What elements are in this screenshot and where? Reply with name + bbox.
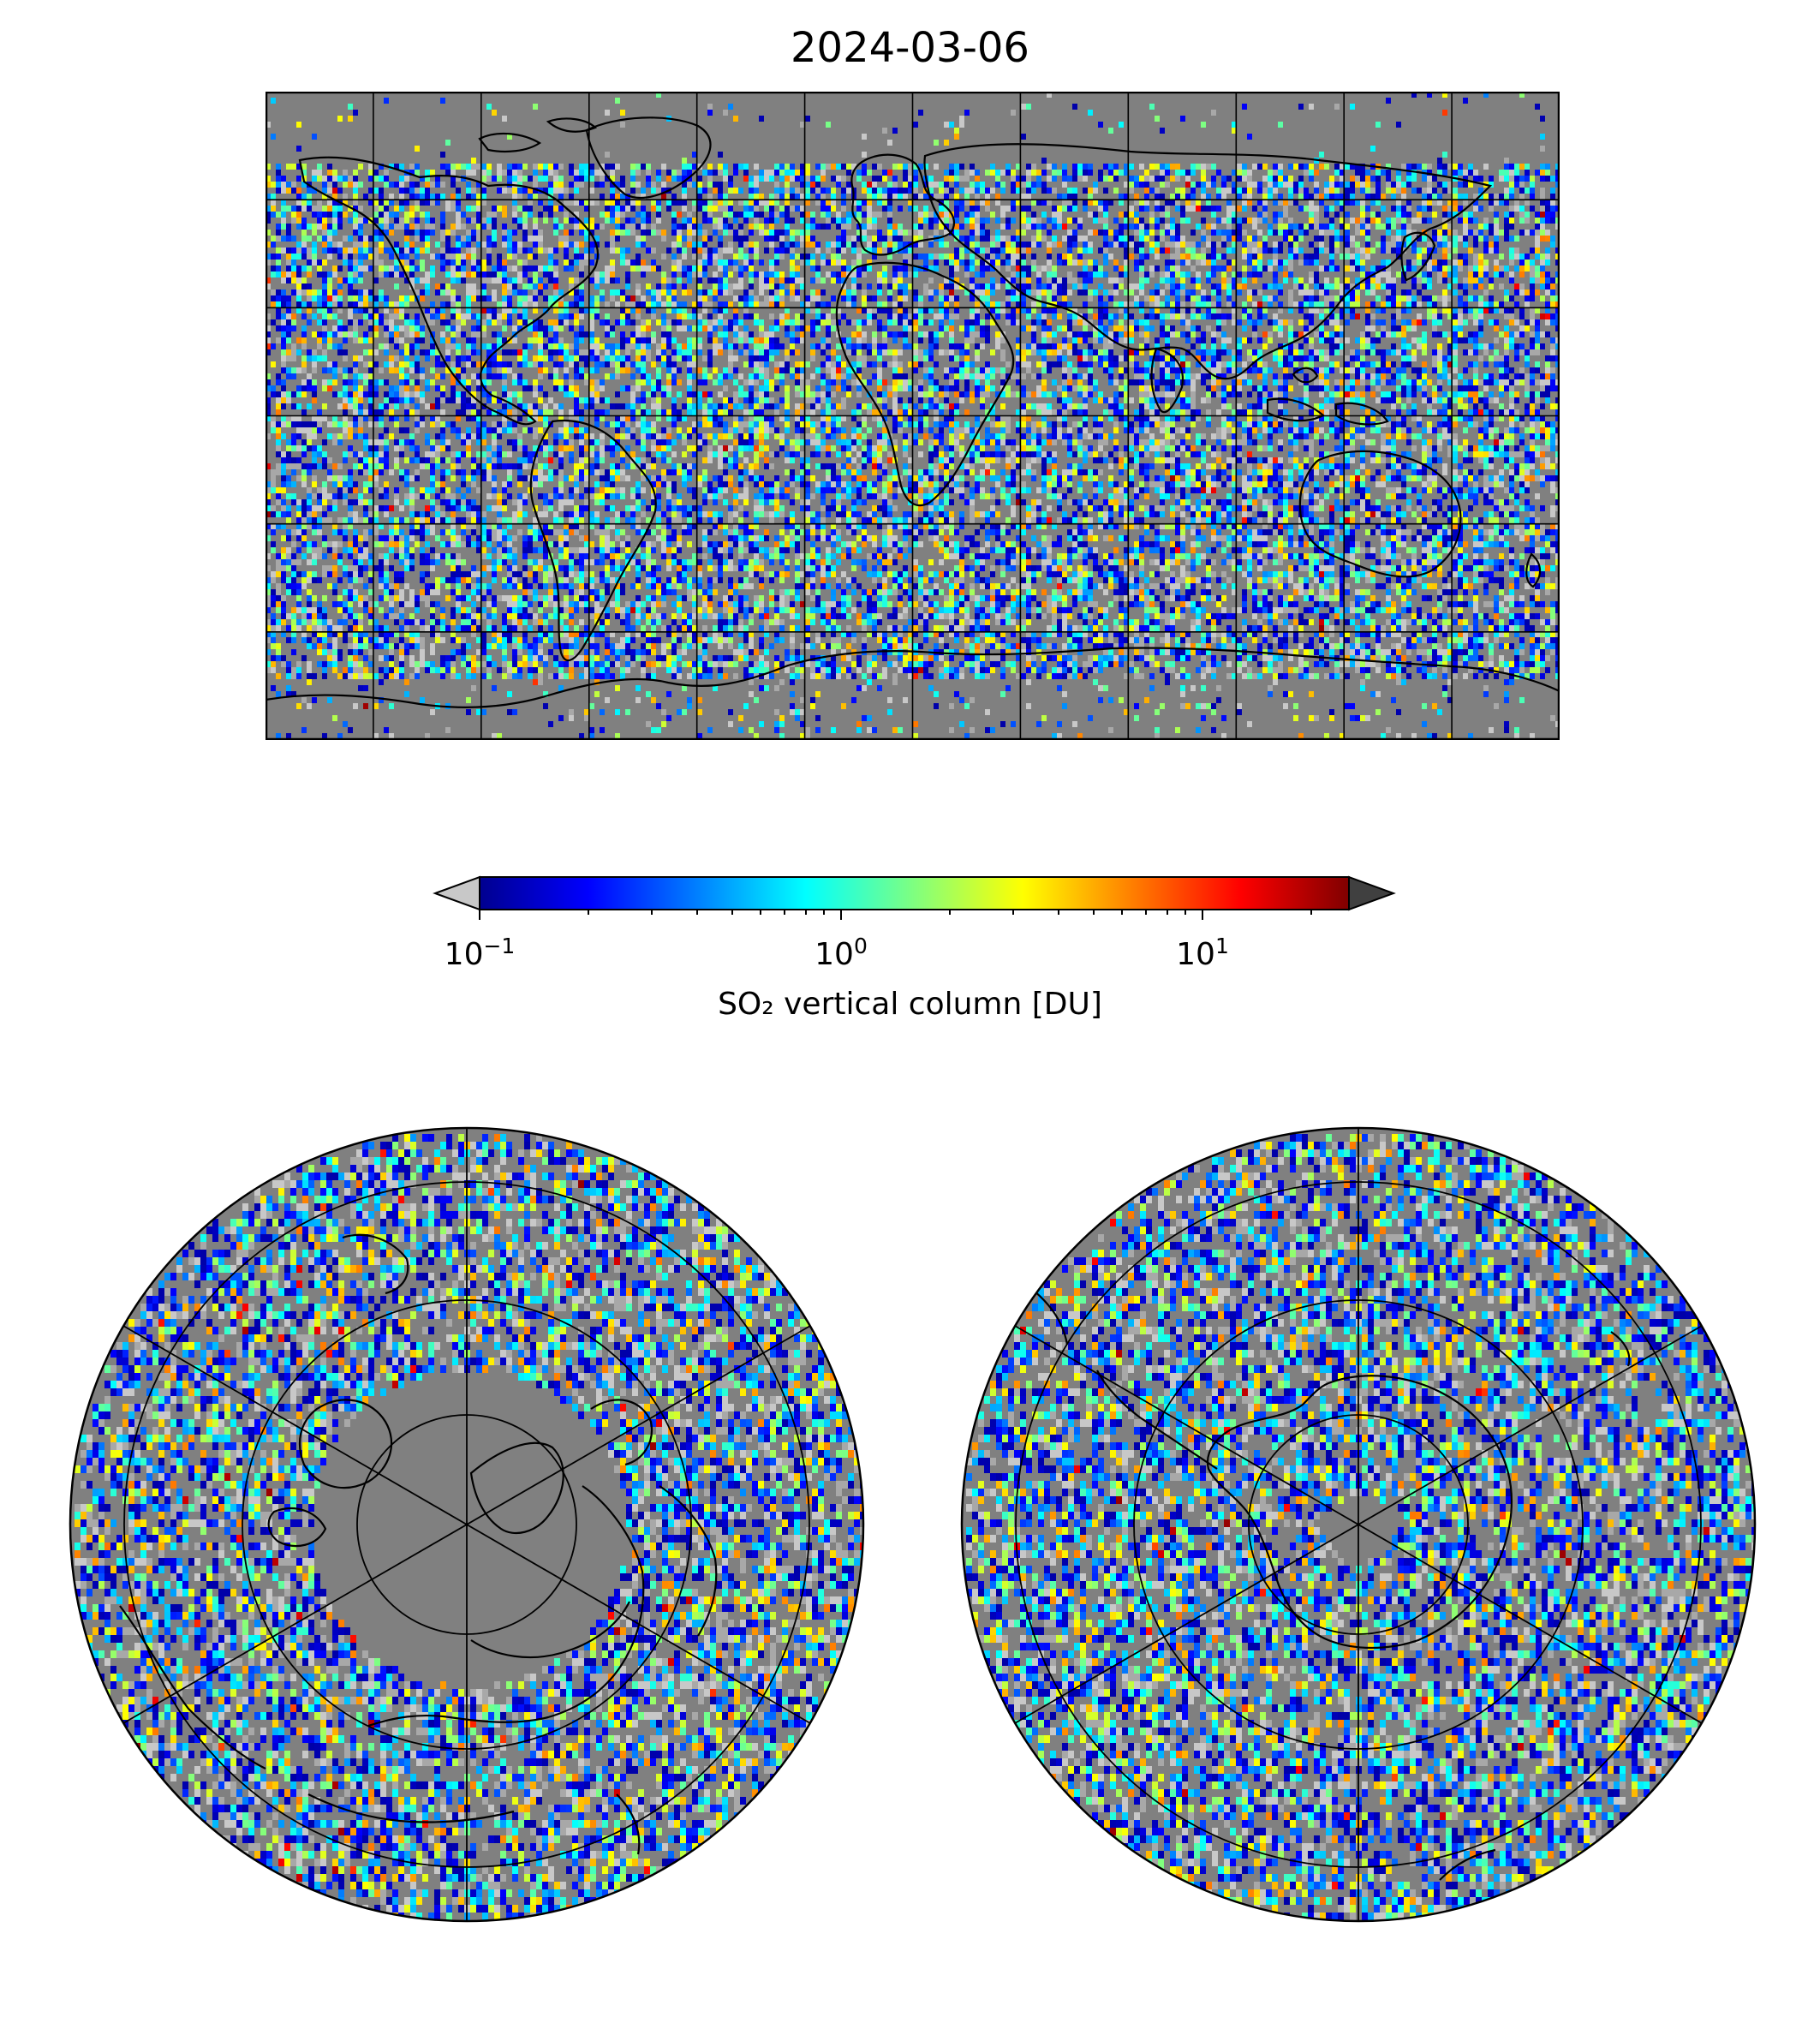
south-polar-map xyxy=(960,1126,1757,1923)
colorbar-tick-label-2: 101 xyxy=(1176,934,1229,972)
colorbar-under-extension xyxy=(433,875,480,911)
so2-pixels-world xyxy=(266,92,1560,740)
colorbar-over-extension xyxy=(1348,875,1396,911)
coastline-asia xyxy=(923,143,1493,380)
coastline-north-america xyxy=(298,156,600,426)
coastline-australia xyxy=(1298,450,1462,578)
world-coastlines xyxy=(266,116,1560,708)
coastline-america-rim xyxy=(119,1605,266,1769)
coastline-greenland-north xyxy=(469,1441,564,1535)
coastline-new-zealand xyxy=(1525,552,1542,588)
world-map-frame xyxy=(266,92,1560,740)
north-coastlines xyxy=(119,1233,718,1855)
coastline-alaska xyxy=(342,1233,409,1295)
coastline-australia-south xyxy=(1439,1848,1496,1881)
coastline-antarctica-south xyxy=(1206,1375,1513,1650)
coastline-arctic-islands xyxy=(478,117,597,152)
coastline-eurasia-north xyxy=(367,1485,645,1728)
coastline-antarctica xyxy=(266,647,1560,708)
coastline-africa-tip xyxy=(1610,1331,1631,1367)
world-gridlines xyxy=(266,92,1560,740)
coastline-scandinavia xyxy=(590,1399,653,1466)
coastline-antarctic-peninsula xyxy=(1096,1370,1218,1470)
north-polar-map xyxy=(69,1126,865,1923)
colorbar xyxy=(433,875,1396,920)
coastline-canada-arctic xyxy=(267,1399,393,1548)
colorbar-tick-label-1: 100 xyxy=(815,934,868,972)
coastline-asia-rim xyxy=(307,1793,515,1823)
south-map-frame xyxy=(960,1126,1757,1923)
figure-title: 2024-03-06 xyxy=(0,24,1820,72)
north-gridlines xyxy=(122,1128,811,1921)
colorbar-ticks xyxy=(479,910,1312,920)
colorbar-gradient xyxy=(479,876,1350,910)
world-map xyxy=(266,92,1560,740)
coastline-japan xyxy=(1400,231,1436,282)
coastline-india xyxy=(1150,347,1184,414)
coastline-south-america xyxy=(529,420,657,662)
south-gridlines xyxy=(1014,1128,1703,1921)
coastline-europe xyxy=(850,153,956,256)
north-map-frame xyxy=(69,1126,865,1923)
colorbar-label: SO₂ vertical column [DU] xyxy=(0,987,1820,1022)
so2-pixels-south xyxy=(966,1134,1755,1921)
colorbar-tick-label-0: 10−1 xyxy=(445,934,516,972)
coastline-africa xyxy=(835,261,1015,507)
coastline-siberia xyxy=(470,1601,630,1659)
coastline-greenland xyxy=(585,116,712,199)
coastline-europe-rim xyxy=(659,1485,718,1637)
